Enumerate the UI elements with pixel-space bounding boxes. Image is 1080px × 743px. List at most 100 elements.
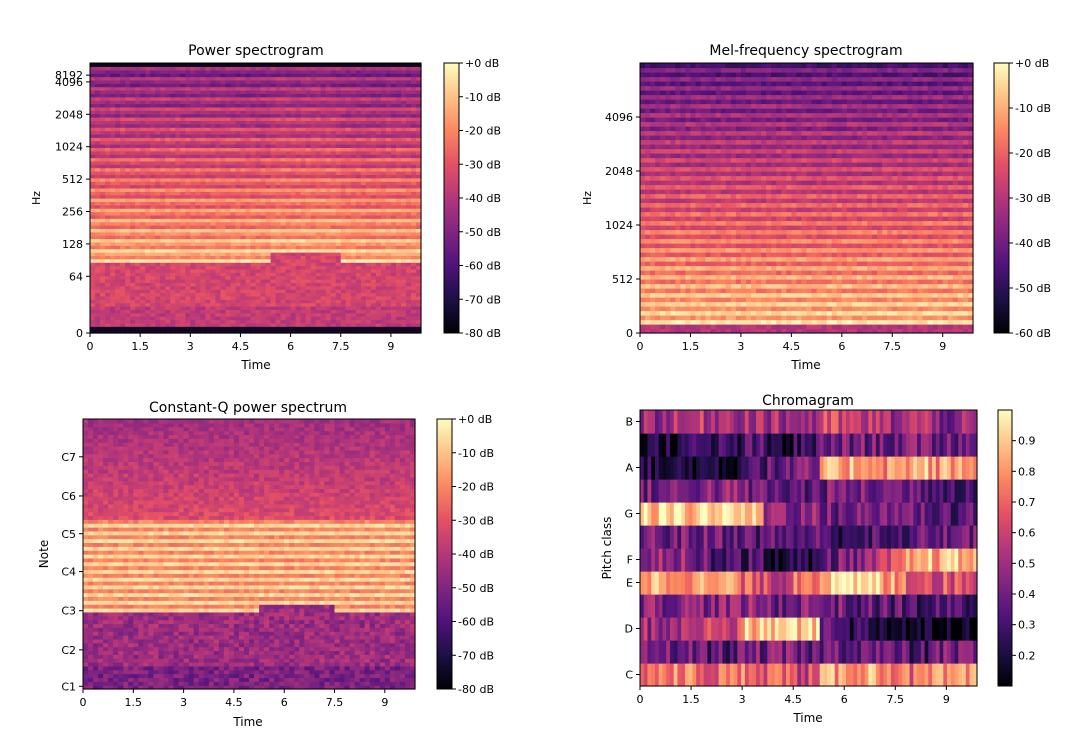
colorbar: +0 dB -10 dB -20 dB -30 dB -40 dB -50 dB -60 d… [993, 57, 1051, 340]
x-tick-label: 0 [87, 340, 94, 353]
y-tick-label: 512 [62, 173, 83, 186]
colorbar-tick-label: 0.2 [1018, 649, 1036, 662]
colorbar-tick-label: -20 dB [1015, 147, 1051, 160]
y-tick-label: 512 [612, 273, 633, 286]
colorbar-tick-label: -70 dB [458, 649, 494, 662]
colorbar-tick-label: -20 dB [465, 125, 501, 138]
x-tick-label: 9 [381, 696, 388, 709]
y-tick-label: 64 [69, 270, 83, 283]
plot-frame [82, 418, 416, 690]
y-tick-label: 4096 [605, 111, 633, 124]
x-tick-label: 9 [387, 340, 394, 353]
x-tick-label: 6 [287, 340, 294, 353]
constant-q-panel: Constant-Q power spectrum Note Time 0 1.5… [37, 400, 494, 729]
colorbar-tick-label: 0.8 [1018, 465, 1036, 478]
colorbar-tick-label: 0.4 [1018, 588, 1036, 601]
y-tick-label: C5 [61, 528, 76, 541]
x-axis-label: Time [790, 358, 820, 372]
x-tick-label: 1.5 [682, 693, 700, 706]
y-tick-label: 2048 [605, 165, 633, 178]
y-tick-label: F [627, 554, 633, 567]
x-tick-label: 6 [841, 693, 848, 706]
colorbar-tick-label: -20 dB [458, 481, 494, 494]
x-tick-label: 6 [281, 696, 288, 709]
x-tick-label: 1.5 [131, 340, 149, 353]
y-tick-label: 4096 [55, 76, 83, 89]
x-tick-label: 0 [637, 340, 644, 353]
y-tick-label: C6 [61, 490, 76, 503]
x-axis-label: Time [232, 715, 262, 729]
y-tick-label: C [625, 669, 633, 682]
colorbar-tick-label: -80 dB [465, 327, 501, 340]
x-axis-label: Time [240, 358, 270, 372]
colorbar-gradient [997, 409, 1013, 687]
colorbar-tick-label: -50 dB [465, 226, 501, 239]
colorbar: +0 dB -10 dB -20 dB -30 dB -40 dB -50 dB -60 d… [443, 57, 501, 340]
colorbar-tick-label: -60 dB [1015, 327, 1051, 340]
y-tick-label: 2048 [55, 108, 83, 121]
colorbar-tick-label: +0 dB [458, 413, 492, 426]
y-tick-label: 0 [76, 327, 83, 340]
plot-frame [639, 409, 978, 687]
x-tick-label: 1.5 [682, 340, 700, 353]
x-tick-label: 3 [737, 340, 744, 353]
x-tick-label: 6 [838, 340, 845, 353]
y-tick-label: C4 [61, 566, 76, 579]
y-tick-label: A [625, 462, 633, 475]
y-tick-label: C7 [61, 451, 76, 464]
x-tick-label: 7.5 [887, 693, 905, 706]
power-spectrogram-panel: Power spectrogram Hz Time 0 1.5 3 4.5 6 7.5 9 0… [30, 43, 501, 372]
x-tick-label: 7.5 [884, 340, 902, 353]
chart-title: Mel-frequency spectrogram [709, 43, 902, 59]
colorbar-tick-label: -40 dB [465, 192, 501, 205]
x-tick-label: 3 [187, 340, 194, 353]
colorbar-tick-label: -30 dB [458, 514, 494, 527]
chart-title: Chromagram [762, 393, 854, 409]
constant-q-heatmap [83, 419, 416, 690]
chart-title: Power spectrogram [188, 43, 324, 59]
y-tick-label: C2 [61, 644, 76, 657]
colorbar-tick-label: -40 dB [458, 548, 494, 561]
colorbar: +0 dB -10 dB -20 dB -30 dB -40 dB -50 dB -60 d… [436, 413, 494, 696]
y-axis-label: Note [37, 540, 51, 568]
colorbar-tick-label: -50 dB [458, 582, 494, 595]
y-axis-label: Pitch class [600, 517, 614, 580]
y-axis-label: Hz [30, 191, 43, 205]
y-tick-label: 128 [62, 238, 83, 251]
x-tick-label: 0 [637, 693, 644, 706]
colorbar-gradient [436, 418, 453, 690]
y-tick-label: 0 [626, 327, 633, 340]
colorbar-tick-label: -10 dB [465, 91, 501, 104]
x-tick-label: 7.5 [326, 696, 344, 709]
colorbar-gradient [993, 62, 1010, 334]
colorbar-tick-label: -10 dB [1015, 102, 1051, 115]
x-tick-label: 4.5 [232, 340, 250, 353]
y-tick-label: 1024 [605, 219, 633, 232]
mel-spectrogram-panel: Mel-frequency spectrogram Hz Time 0 1.5 3 4… [581, 43, 1051, 372]
colorbar-tick-label: -10 dB [458, 447, 494, 460]
colorbar-tick-label: 0.6 [1018, 527, 1036, 540]
y-tick-label: G [624, 508, 633, 521]
y-tick-label: B [625, 416, 633, 429]
colorbar-tick-label: -30 dB [1015, 192, 1051, 205]
y-tick-label: 8192 [55, 69, 83, 82]
y-tick-label: 1024 [55, 141, 83, 154]
colorbar-tick-label: 0.7 [1018, 496, 1036, 509]
chart-title: Constant-Q power spectrum [149, 400, 347, 416]
x-tick-label: 4.5 [784, 693, 802, 706]
x-tick-label: 7.5 [332, 340, 350, 353]
colorbar-tick-label: -40 dB [1015, 237, 1051, 250]
colorbar-tick-label: -30 dB [465, 158, 501, 171]
colorbar-tick-label: -50 dB [1015, 282, 1051, 295]
colorbar-tick-label: -60 dB [465, 260, 501, 273]
plot-frame [89, 62, 422, 334]
x-tick-label: 3 [180, 696, 187, 709]
chromagram-heatmap [640, 410, 978, 687]
colorbar-tick-label: -80 dB [458, 683, 494, 696]
colorbar-tick-label: -70 dB [465, 293, 501, 306]
colorbar-tick-label: +0 dB [465, 57, 499, 70]
x-tick-label: 3 [739, 693, 746, 706]
chromagram-panel: Chromagram Pitch class Time 0 1.5 3 4.5 6 7.5… [600, 393, 1036, 725]
y-tick-label: C3 [61, 605, 76, 618]
x-tick-label: 4.5 [225, 696, 243, 709]
